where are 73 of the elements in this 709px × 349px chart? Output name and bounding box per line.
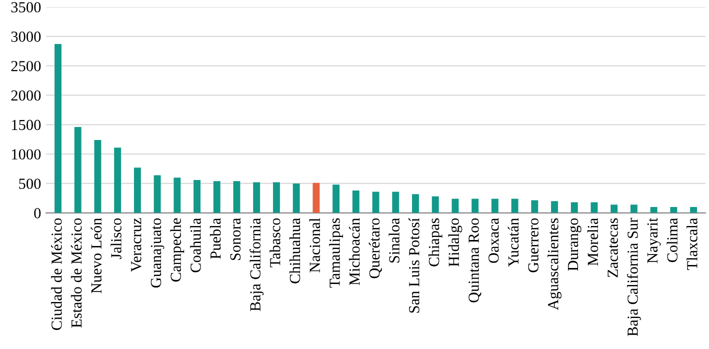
x-tick-label: Durango bbox=[568, 218, 582, 271]
bar bbox=[551, 201, 558, 213]
x-tick-label: Hidalgo bbox=[448, 218, 462, 267]
x-tick-label: San Luis Potosí bbox=[408, 218, 420, 313]
x-tick-label: Coahuila bbox=[190, 218, 201, 272]
x-tick-label: Chihuahua bbox=[289, 218, 300, 284]
x-tick-label: Yucatán bbox=[508, 218, 519, 267]
bar bbox=[531, 200, 538, 213]
x-tick-label: Chiapas bbox=[428, 218, 442, 266]
bar bbox=[134, 168, 141, 213]
x-tick-label: Morelia bbox=[587, 218, 598, 266]
bar bbox=[74, 126, 82, 213]
bar bbox=[154, 175, 161, 213]
y-tick-label: 2500 bbox=[11, 60, 41, 72]
x-tick-label: Guanajuato bbox=[150, 218, 164, 288]
bar bbox=[472, 198, 479, 213]
x-tick-label: Baja California Sur bbox=[626, 218, 641, 336]
bar bbox=[194, 180, 200, 213]
bar bbox=[570, 202, 578, 213]
x-tick-label: Veracruz bbox=[131, 218, 142, 272]
bar bbox=[332, 184, 340, 213]
x-tick-label: Nacional bbox=[309, 218, 320, 272]
y-tick-label: 3000 bbox=[11, 32, 41, 42]
x-tick-label: Sinaloa bbox=[388, 218, 400, 263]
bar bbox=[610, 204, 618, 213]
bar bbox=[452, 198, 459, 213]
bar bbox=[312, 182, 320, 213]
x-tick-label: Sonora bbox=[230, 218, 241, 260]
bar bbox=[372, 192, 380, 213]
x-tick-label: Guerrero bbox=[528, 218, 538, 272]
x-tick-label: Puebla bbox=[210, 218, 221, 259]
y-tick-label: 1000 bbox=[12, 149, 41, 160]
x-tick-label: Campeche bbox=[170, 218, 184, 282]
x-tick-label: Colima bbox=[666, 218, 678, 262]
x-tick-label: Michoacán bbox=[348, 218, 360, 286]
y-tick-label: 500 bbox=[19, 178, 41, 189]
y-tick-label: 2000 bbox=[11, 90, 41, 101]
x-tick-label: Oaxaca bbox=[488, 218, 499, 263]
bar bbox=[670, 207, 678, 213]
x-tick-label: Aguascalientes bbox=[548, 218, 562, 310]
x-tick-label: Baja California bbox=[250, 218, 264, 312]
y-tick-label: 3500 bbox=[11, 2, 41, 12]
y-tick-label: 0 bbox=[34, 208, 41, 218]
x-tick-label: Tabasco bbox=[270, 218, 280, 268]
bar bbox=[94, 140, 102, 213]
y-tick-label: 1500 bbox=[12, 120, 41, 130]
bar bbox=[650, 207, 658, 213]
x-tick-label: Nuevo León bbox=[90, 218, 102, 294]
bar bbox=[412, 194, 419, 213]
bar bbox=[491, 198, 498, 213]
bar bbox=[54, 44, 62, 213]
bar bbox=[630, 204, 638, 213]
bar bbox=[253, 182, 260, 213]
bar bbox=[511, 198, 518, 213]
x-tick-label: Estado de México bbox=[70, 218, 82, 328]
bar bbox=[233, 181, 240, 213]
x-tick-label: Querétaro bbox=[368, 218, 382, 278]
bar bbox=[432, 196, 439, 213]
bar bbox=[352, 190, 360, 213]
bar bbox=[272, 182, 280, 213]
bar bbox=[114, 148, 122, 213]
x-tick-label: Nayarit bbox=[647, 218, 661, 264]
bar bbox=[690, 207, 698, 213]
x-tick-label: Tamaulipas bbox=[329, 218, 343, 288]
bar bbox=[292, 183, 300, 213]
bar bbox=[174, 178, 181, 213]
bar bbox=[213, 181, 220, 213]
x-tick-label: Tlaxcala bbox=[686, 218, 698, 270]
x-tick-label: Jalisco bbox=[110, 218, 122, 260]
bar bbox=[392, 192, 400, 213]
x-tick-label: Zacatecas bbox=[608, 218, 618, 278]
x-tick-label: Ciudad de México bbox=[51, 218, 62, 330]
x-tick-label: Quintana Roo bbox=[468, 218, 482, 302]
